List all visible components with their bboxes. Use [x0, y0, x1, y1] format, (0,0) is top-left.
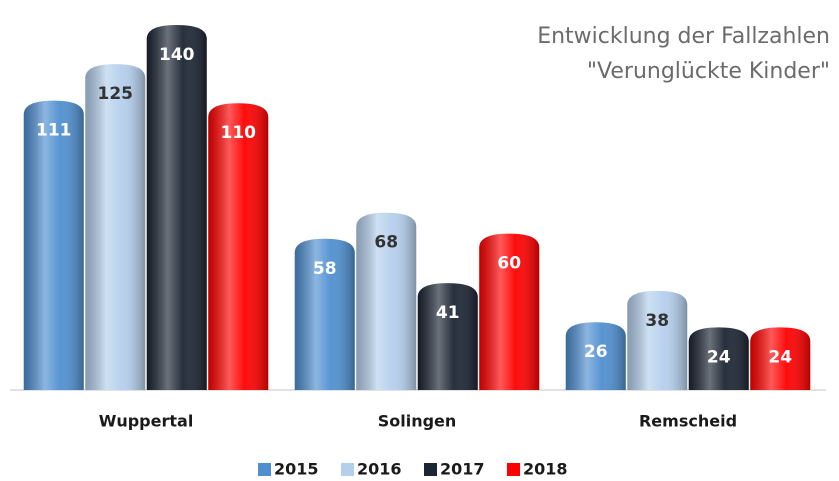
- bar-shine: [294, 238, 355, 390]
- bar-shine: [688, 327, 749, 390]
- legend-label: 2018: [523, 460, 568, 479]
- value-label: 41: [436, 303, 460, 323]
- value-label: 68: [374, 233, 398, 253]
- bar-shine: [208, 103, 269, 390]
- value-label: 38: [645, 311, 669, 331]
- value-label: 60: [497, 254, 521, 274]
- legend-swatch: [341, 463, 354, 476]
- value-label: 111: [36, 121, 72, 141]
- legend-label: 2017: [440, 460, 485, 479]
- legend-swatch: [424, 463, 437, 476]
- legend-label: 2015: [274, 460, 319, 479]
- bar-shine: [23, 100, 84, 390]
- value-label: 140: [159, 45, 195, 65]
- bar-shine: [417, 283, 478, 390]
- value-label: 24: [707, 347, 731, 367]
- value-label: 26: [584, 342, 608, 362]
- chart-title: Entwicklung der Fallzahlen: [537, 24, 830, 49]
- value-label: 125: [98, 84, 134, 104]
- bar-shine: [146, 25, 207, 390]
- value-label: 24: [768, 347, 792, 367]
- bar-shine: [85, 64, 146, 390]
- x-tick-label: Remscheid: [639, 412, 737, 431]
- value-label: 110: [221, 123, 257, 143]
- bar-shine: [565, 322, 626, 390]
- legend-swatch: [258, 463, 271, 476]
- bar-shine: [750, 327, 811, 390]
- chart-subtitle: "Verunglückte Kinder": [587, 59, 830, 84]
- legend-swatch: [507, 463, 520, 476]
- bar-shine: [627, 290, 688, 390]
- bar-shine: [479, 233, 540, 390]
- x-tick-label: Wuppertal: [99, 412, 194, 431]
- value-label: 58: [313, 259, 337, 279]
- x-tick-label: Solingen: [378, 412, 457, 431]
- legend-label: 2016: [357, 460, 402, 479]
- bar-shine: [356, 212, 417, 390]
